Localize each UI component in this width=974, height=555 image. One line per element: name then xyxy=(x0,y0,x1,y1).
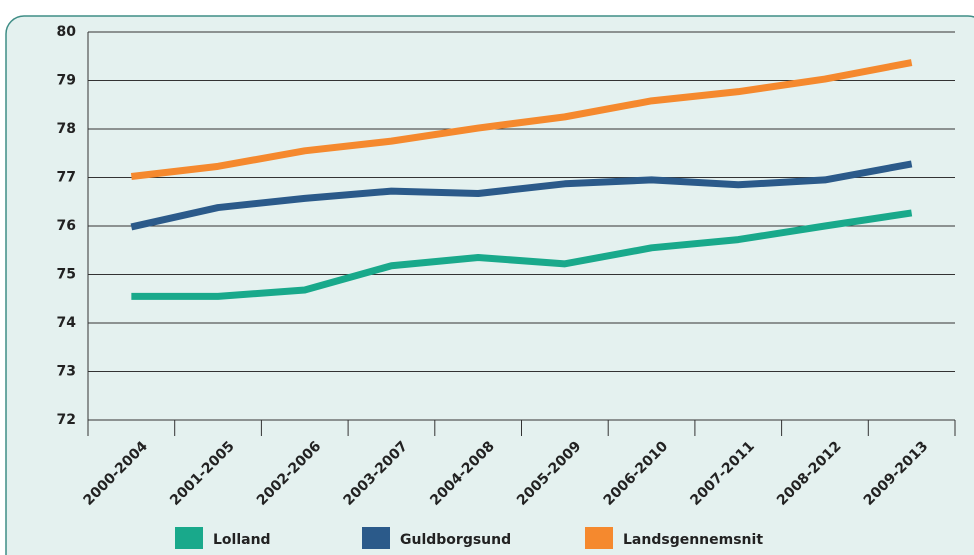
legend-swatch xyxy=(585,527,613,549)
y-tick-label: 74 xyxy=(57,315,77,331)
y-tick-label: 75 xyxy=(57,267,76,283)
legend-label: Landsgennemsnit xyxy=(623,532,763,548)
legend-label: Guldborgsund xyxy=(400,532,511,548)
y-tick-label: 77 xyxy=(57,170,76,186)
y-tick-label: 79 xyxy=(57,73,76,89)
legend-swatch xyxy=(362,527,390,549)
legend-label: Lolland xyxy=(213,532,271,548)
y-tick-label: 72 xyxy=(57,412,76,428)
y-tick-label: 78 xyxy=(57,121,76,137)
line-series xyxy=(130,160,913,231)
panel xyxy=(5,15,974,555)
line-series xyxy=(131,209,913,300)
y-tick-label: 76 xyxy=(57,218,76,234)
y-tick-label: 73 xyxy=(57,364,76,380)
line-series xyxy=(130,59,913,181)
y-tick-label: 80 xyxy=(57,24,77,40)
legend-swatch xyxy=(175,527,203,549)
